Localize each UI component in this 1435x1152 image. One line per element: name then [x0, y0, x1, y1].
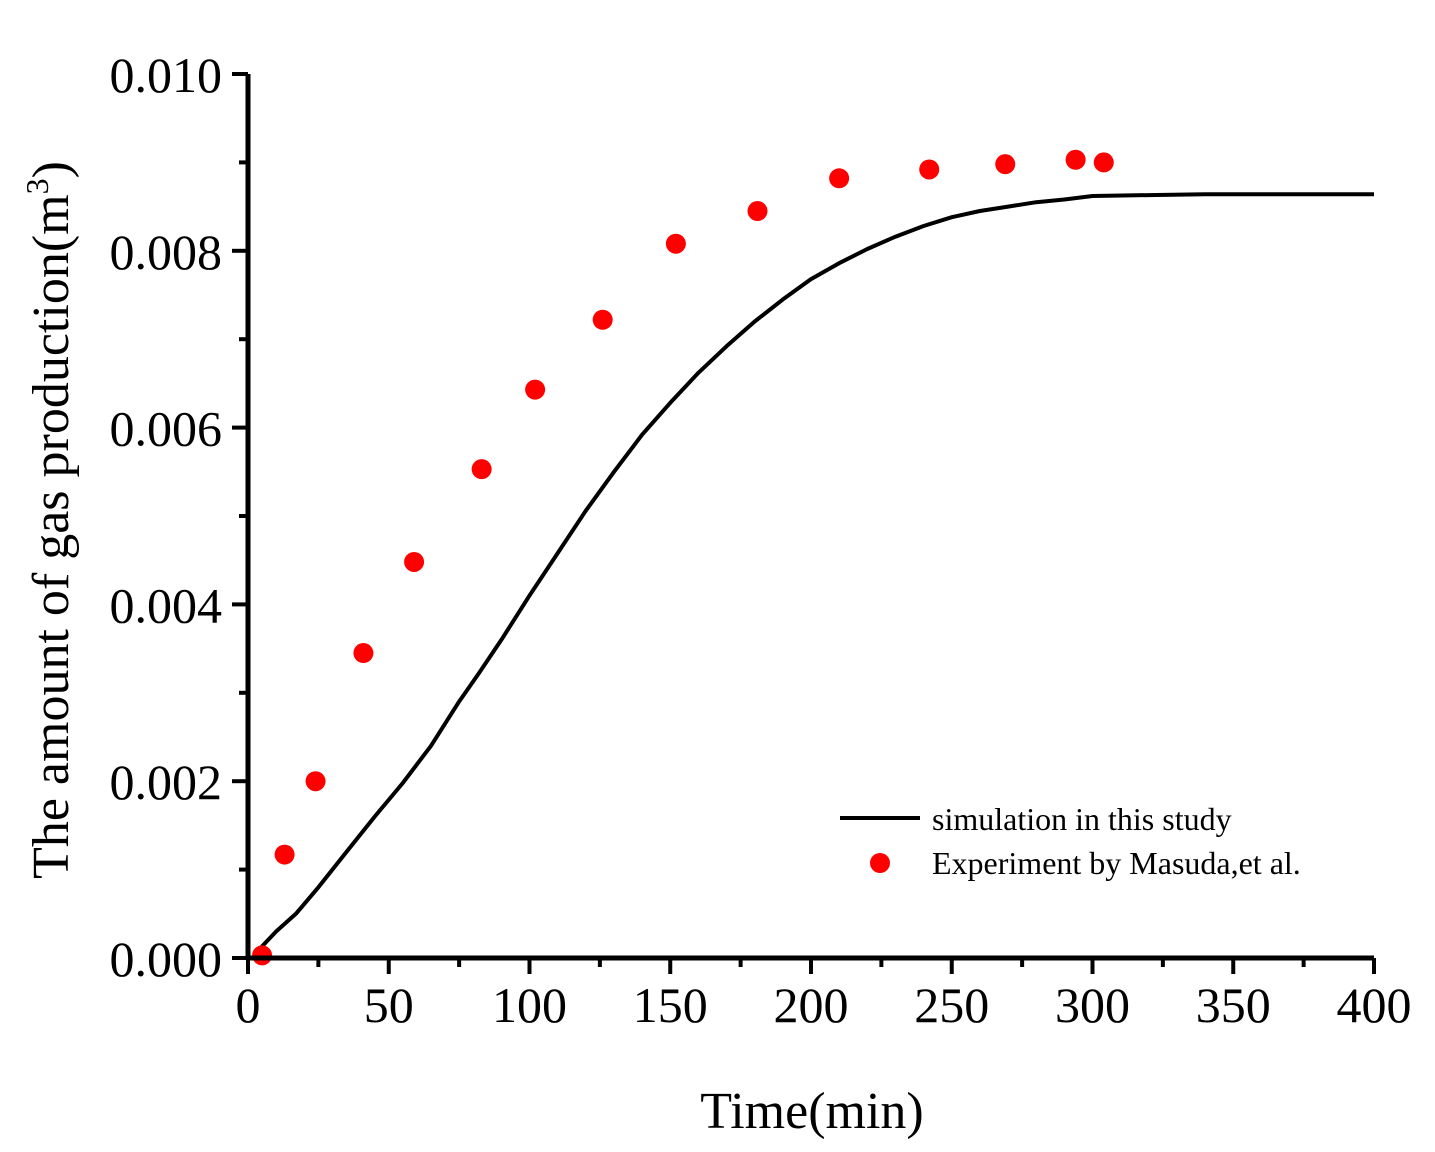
- experiment-data-point: [471, 459, 492, 480]
- y-tick-label: 0.000: [110, 931, 223, 987]
- legend-label-simulation: simulation in this study: [932, 801, 1232, 837]
- axis-ticks: [232, 72, 1376, 974]
- experiment-data-point: [592, 309, 613, 330]
- x-tick-label: 400: [1337, 977, 1412, 1033]
- x-tick-label: 200: [774, 977, 849, 1033]
- y-tick-label: 0.002: [110, 754, 223, 810]
- x-tick-label: 100: [492, 977, 567, 1033]
- experiment-data-point: [252, 945, 273, 966]
- x-tick-label: 300: [1055, 977, 1130, 1033]
- y-tick-labels: 0.000 0.002 0.004 0.006 0.008 0.010: [110, 47, 223, 987]
- x-tick-label: 150: [633, 977, 708, 1033]
- experiment-data-point: [995, 154, 1016, 175]
- experiment-data-point: [1065, 149, 1086, 170]
- simulation-series-line: [257, 192, 1374, 951]
- legend-dot-swatch: [870, 853, 890, 873]
- experiment-data-point: [274, 844, 295, 865]
- x-axis-title: Time(min): [700, 1083, 923, 1140]
- x-tick-labels: 0 50 100 150 200 250 300 350 400: [236, 977, 1412, 1033]
- y-axis-title: The amount of gas production(m3): [19, 161, 80, 879]
- experiment-data-point: [919, 159, 940, 180]
- y-axis-title-superscript: 3: [19, 178, 55, 194]
- y-tick-label: 0.004: [110, 577, 223, 633]
- experiment-data-point: [747, 201, 768, 222]
- y-axis-title-end: ): [23, 161, 80, 178]
- experiment-data-point: [829, 168, 850, 189]
- experiment-data-point: [305, 771, 326, 792]
- experiment-data-point: [353, 643, 374, 664]
- x-tick-label: 250: [914, 977, 989, 1033]
- experiment-data-point: [1093, 152, 1114, 173]
- series-group: [252, 149, 1374, 966]
- experiment-data-point: [525, 379, 546, 400]
- y-axis-title-main: The amount of gas production(m: [23, 194, 80, 879]
- x-tick-label: 350: [1196, 977, 1271, 1033]
- legend-label-experiment: Experiment by Masuda,et al.: [932, 845, 1301, 881]
- experiment-data-point: [665, 233, 686, 254]
- y-tick-label: 0.006: [110, 401, 223, 457]
- y-tick-label: 0.010: [110, 47, 223, 103]
- experiment-data-point: [404, 551, 425, 572]
- y-tick-label: 0.008: [110, 224, 223, 280]
- x-tick-label: 50: [364, 977, 414, 1033]
- legend: simulation in this study Experiment by M…: [840, 801, 1301, 881]
- x-tick-label: 0: [236, 977, 261, 1033]
